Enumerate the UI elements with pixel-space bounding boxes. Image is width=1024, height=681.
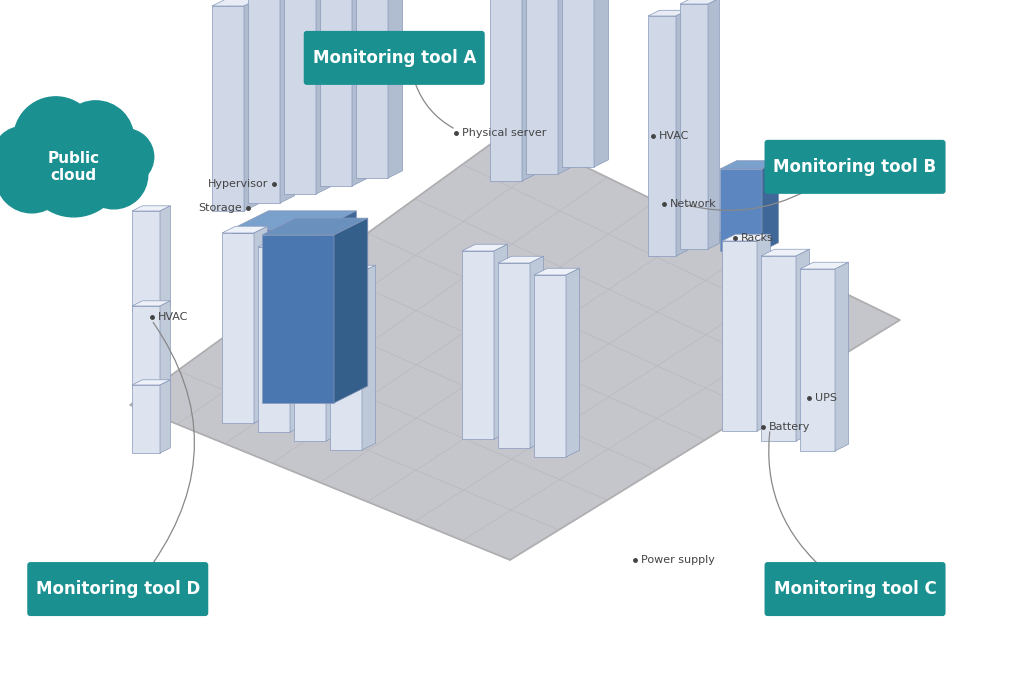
- Polygon shape: [280, 0, 295, 203]
- Polygon shape: [262, 218, 368, 235]
- FancyBboxPatch shape: [304, 31, 484, 85]
- Polygon shape: [522, 0, 537, 181]
- Polygon shape: [352, 0, 367, 186]
- Polygon shape: [258, 247, 290, 432]
- Circle shape: [13, 97, 97, 181]
- Polygon shape: [722, 241, 757, 431]
- Polygon shape: [762, 161, 778, 251]
- Polygon shape: [800, 269, 835, 451]
- Text: Public
cloud: Public cloud: [48, 151, 99, 183]
- Text: Power supply: Power supply: [641, 555, 715, 565]
- Polygon shape: [796, 249, 810, 441]
- Polygon shape: [262, 235, 334, 403]
- Polygon shape: [334, 218, 368, 403]
- Circle shape: [0, 141, 68, 213]
- Polygon shape: [494, 244, 508, 439]
- Polygon shape: [319, 0, 352, 186]
- Polygon shape: [160, 206, 170, 311]
- Text: Battery: Battery: [769, 422, 810, 432]
- Polygon shape: [132, 301, 170, 306]
- Polygon shape: [319, 211, 356, 419]
- Polygon shape: [294, 259, 326, 441]
- Polygon shape: [284, 0, 316, 194]
- Polygon shape: [534, 268, 580, 275]
- Polygon shape: [562, 0, 594, 167]
- Polygon shape: [130, 130, 900, 560]
- Polygon shape: [722, 234, 770, 241]
- Text: Network: Network: [670, 200, 716, 209]
- Polygon shape: [356, 0, 388, 178]
- Circle shape: [24, 117, 124, 217]
- Polygon shape: [330, 272, 362, 450]
- Text: Storage: Storage: [198, 203, 242, 212]
- Text: Monitoring tool C: Monitoring tool C: [774, 580, 936, 598]
- Polygon shape: [316, 0, 331, 194]
- Text: Monitoring tool A: Monitoring tool A: [312, 49, 476, 67]
- Text: Monitoring tool B: Monitoring tool B: [773, 158, 937, 176]
- Polygon shape: [132, 211, 160, 311]
- Polygon shape: [160, 380, 170, 453]
- Polygon shape: [720, 169, 762, 251]
- Polygon shape: [244, 0, 258, 211]
- Polygon shape: [132, 306, 160, 388]
- Polygon shape: [490, 0, 522, 181]
- Polygon shape: [530, 256, 544, 448]
- Polygon shape: [212, 6, 244, 211]
- Polygon shape: [388, 0, 402, 178]
- Polygon shape: [720, 161, 778, 169]
- Polygon shape: [558, 0, 572, 174]
- Polygon shape: [132, 385, 160, 453]
- Circle shape: [97, 129, 154, 185]
- Polygon shape: [248, 0, 280, 203]
- Polygon shape: [498, 263, 530, 448]
- Polygon shape: [534, 275, 566, 457]
- FancyBboxPatch shape: [765, 562, 945, 616]
- Polygon shape: [326, 252, 340, 441]
- Polygon shape: [761, 256, 796, 441]
- Text: UPS: UPS: [815, 394, 837, 403]
- Polygon shape: [212, 0, 258, 6]
- Polygon shape: [258, 240, 303, 247]
- Circle shape: [57, 101, 134, 177]
- Polygon shape: [800, 262, 849, 269]
- Polygon shape: [566, 268, 580, 457]
- Polygon shape: [160, 301, 170, 388]
- Polygon shape: [362, 265, 376, 450]
- Polygon shape: [648, 16, 676, 256]
- Polygon shape: [835, 262, 849, 451]
- Polygon shape: [680, 0, 720, 4]
- Polygon shape: [676, 10, 687, 256]
- Text: Racks: Racks: [741, 234, 774, 243]
- Text: HVAC: HVAC: [659, 131, 690, 141]
- Polygon shape: [648, 10, 687, 16]
- Polygon shape: [232, 229, 319, 419]
- Polygon shape: [232, 211, 356, 229]
- Polygon shape: [132, 380, 170, 385]
- Polygon shape: [757, 234, 770, 431]
- Polygon shape: [222, 233, 254, 423]
- Polygon shape: [761, 249, 810, 256]
- Polygon shape: [132, 206, 170, 211]
- Polygon shape: [254, 226, 267, 423]
- Polygon shape: [290, 240, 303, 432]
- Circle shape: [0, 127, 50, 183]
- Polygon shape: [222, 226, 267, 233]
- Polygon shape: [294, 252, 340, 259]
- FancyBboxPatch shape: [765, 140, 945, 194]
- Circle shape: [80, 141, 147, 209]
- Polygon shape: [526, 0, 558, 174]
- Polygon shape: [462, 251, 494, 439]
- Polygon shape: [330, 265, 376, 272]
- Polygon shape: [498, 256, 544, 263]
- Text: Monitoring tool D: Monitoring tool D: [36, 580, 200, 598]
- Text: HVAC: HVAC: [158, 312, 188, 321]
- Text: Hypervisor: Hypervisor: [208, 179, 268, 189]
- FancyBboxPatch shape: [28, 562, 208, 616]
- Polygon shape: [462, 244, 508, 251]
- Text: Physical server: Physical server: [462, 128, 546, 138]
- Polygon shape: [680, 4, 708, 249]
- Polygon shape: [594, 0, 608, 167]
- Polygon shape: [708, 0, 720, 249]
